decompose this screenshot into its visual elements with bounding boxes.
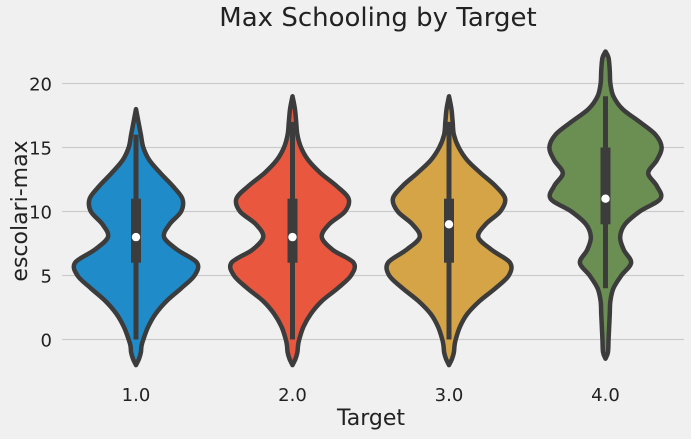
violin-group-2 xyxy=(227,94,358,368)
violin-median-4 xyxy=(601,194,610,203)
violin-iqr-box-2 xyxy=(287,198,298,263)
x-tick-labels: 1.0 2.0 3.0 4.0 xyxy=(122,385,620,406)
y-tick-label-0: 0 xyxy=(41,331,52,352)
violin-median-2 xyxy=(288,232,297,242)
y-tick-label-15: 15 xyxy=(29,139,52,160)
violin-iqr-box-1 xyxy=(131,198,141,263)
x-tick-label-2: 2.0 xyxy=(278,385,307,406)
violin-median-1 xyxy=(131,232,141,242)
y-tick-label-10: 10 xyxy=(29,203,52,224)
violin-median-3 xyxy=(444,220,454,229)
x-axis-label: Target xyxy=(336,406,405,431)
y-tick-label-20: 20 xyxy=(29,75,52,96)
chart-title: Max Schooling by Target xyxy=(219,3,536,33)
violin-group-3 xyxy=(384,94,514,368)
x-tick-label-3: 3.0 xyxy=(435,385,464,406)
violins xyxy=(71,49,664,368)
violin-iqr-box-4 xyxy=(600,147,611,225)
violin-iqr-box-3 xyxy=(444,198,454,263)
x-tick-label-4: 4.0 xyxy=(591,385,620,406)
y-tick-labels: 0 5 10 15 20 xyxy=(29,75,52,352)
violin-group-1 xyxy=(71,106,201,368)
x-tick-label-1: 1.0 xyxy=(122,385,151,406)
y-tick-label-5: 5 xyxy=(41,267,52,288)
violin-group-4 xyxy=(547,49,664,361)
y-axis-label: escolari-max xyxy=(8,140,33,281)
